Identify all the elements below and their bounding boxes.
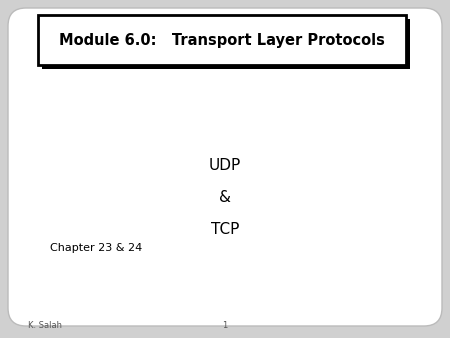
Bar	[42, 19, 410, 69]
Text: UDP: UDP	[209, 158, 241, 172]
Text: &: &	[219, 190, 231, 204]
Text: Chapter 23 & 24: Chapter 23 & 24	[50, 243, 142, 253]
Bar	[38, 15, 406, 65]
Text: TCP: TCP	[211, 221, 239, 237]
FancyBboxPatch shape	[8, 8, 442, 326]
Text: Module 6.0:   Transport Layer Protocols: Module 6.0: Transport Layer Protocols	[59, 32, 385, 48]
Text: K. Salah: K. Salah	[28, 321, 62, 331]
Text: 1: 1	[222, 321, 228, 331]
